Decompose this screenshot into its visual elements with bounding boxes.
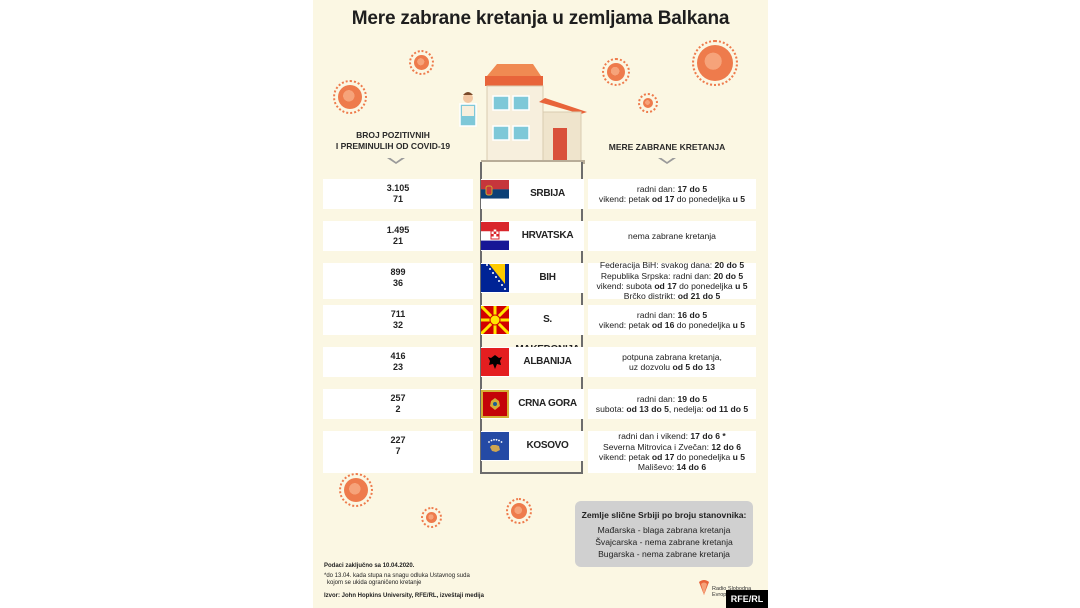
country-row: 416 23 ALBANIJA potpuna zabrana kretanja, uz… [323,347,756,377]
lockdown-measures: radni dan: 17 do 5 vikend: petak od 17 do… [588,179,756,209]
measure-line: radni dan i vikend: 17 do 6 * [618,431,726,442]
footer-source: Izvor: John Hopkins University, RFE/RL, … [324,593,484,599]
country-name: S. MAKEDONIJA [515,314,580,355]
bih-flag-icon [481,264,509,292]
serbia-flag-icon [481,180,509,208]
measure-line: radni dan: 16 do 5 [636,309,708,320]
measure-line: uz dozvolu od 5 do 13 [629,362,715,372]
footer-note: *do 13.04. kada stupa na snagu odluka Us… [324,573,470,587]
positive-count: 416 [390,351,406,361]
positive-count: 3.105 [386,183,410,193]
kosovo-flag-icon [481,432,509,460]
house-illustration [459,64,587,164]
measure-line: Brčko distrikt: od 21 do 5 [623,291,721,302]
country-name: CRNA GORA [518,398,577,409]
rse-logo-text: Radio Slobodna Evropa [712,586,752,598]
country-cell: CRNA GORA [481,389,584,419]
similar-country-item: Mađarska - blaga zabrana kretanja [597,525,731,535]
virus-icon [692,40,738,86]
infographic: Mere zabrane kretanja u zemljama Balkana… [313,0,768,608]
left-header-arrow [387,157,405,164]
croatia-flag-icon [481,222,509,250]
rferl-badge: RFE/RL [726,590,768,608]
death-count: 36 [392,278,403,288]
positive-count: 1.495 [386,225,410,235]
country-cell: KOSOVO [481,431,584,461]
lockdown-measures: potpuna zabrana kretanja, uz dozvolu od 5… [588,347,756,377]
similar-country-item: Bugarska - nema zabrane kretanja [598,549,730,559]
country-row: 227 7 KOSOVO radni dan i vikend: 17 do 6 * S… [323,431,756,473]
covid-stats: 1.495 21 [323,221,473,251]
death-count: 32 [392,320,403,330]
lockdown-measures: nema zabrane kretanja [588,221,756,251]
infographic-title: Mere zabrane kretanja u zemljama Balkana [351,8,730,29]
positive-count: 711 [390,309,406,319]
country-cell: SRBIJA [481,179,584,209]
country-row: 899 36 BIH Federacija BiH: svakog dana: 20 … [323,260,756,302]
lockdown-measures: radni dan: 19 do 5 subota: od 13 do 5, ne… [588,389,756,419]
virus-icon [506,498,532,524]
similar-countries-box: Zemlje slične Srbiji po broju stanovnika… [575,501,753,567]
measure-line: radni dan: 19 do 5 [636,393,708,404]
country-name: HRVATSKA [521,230,574,241]
country-row: 1.495 21 HRVATSKA nema zabrane kretanja [323,221,756,251]
measure-line: radni dan: 17 do 5 [636,183,708,194]
virus-icon [333,80,367,114]
country-cell: ALBANIJA [481,347,584,377]
similar-country-item: Švajcarska - nema zabrane kretanja [595,537,733,547]
country-row: 3.105 71 SRBIJA radni dan: 17 do 5 vikend: p… [323,179,756,209]
covid-stats: 227 7 [323,431,473,473]
country-name: SRBIJA [530,188,565,199]
country-row: 257 2 CRNA GORA radni dan: 19 do 5 subota: o… [323,389,756,419]
virus-icon [638,93,658,113]
covid-stats: 711 32 [323,305,473,335]
virus-icon [409,50,434,75]
measure-line: potpuna zabrana kretanja, [622,351,722,362]
country-cell: HRVATSKA [481,221,584,251]
death-count: 7 [395,446,401,456]
covid-stats: 899 36 [323,263,473,299]
country-name: BIH [539,272,556,283]
country-name: KOSOVO [526,440,569,451]
lockdown-measures: radni dan i vikend: 17 do 6 * Severna Mit… [588,431,756,473]
lockdown-measures: Federacija BiH: svakog dana: 20 do 5 Repu… [588,260,756,302]
virus-icon [421,507,442,528]
virus-icon [339,473,373,507]
measure-line: Severna Mitrovica i Zvečan: 12 do 6 [602,441,742,452]
positive-count: 257 [390,393,406,403]
measure-line: Mališevo: 14 do 6 [637,462,707,473]
measure-line: nema zabrane kretanja [628,230,716,241]
montenegro-flag-icon [481,390,509,418]
covid-stats: 416 23 [323,347,473,377]
similar-countries-title: Zemlje slične Srbiji po broju stanovnika… [581,510,747,520]
albania-flag-icon [481,348,509,376]
measure-line: vikend: subota od 17 do ponedeljka u 5 [596,281,748,291]
country-cell: S. MAKEDONIJA [481,305,584,355]
death-count: 21 [392,236,403,246]
measure-line: vikend: petak od 17 do ponedeljka u 5 [598,194,746,204]
left-column-header: BROJ POZITIVNIH I PREMINULIH OD COVID-19 [335,130,451,151]
right-column-header: MERE ZABRANE KRETANJA [608,142,726,152]
macedonia-flag-icon [481,306,509,334]
positive-count: 227 [390,435,406,445]
death-count: 23 [392,362,403,372]
measure-line: Republika Srpska: radni dan: 20 do 5 [600,270,744,281]
virus-icon [602,58,630,86]
lockdown-measures: radni dan: 16 do 5 vikend: petak od 16 do… [588,305,756,335]
death-count: 2 [395,404,401,414]
right-header-arrow [658,157,676,164]
measure-line: Federacija BiH: svakog dana: 20 do 5 [599,260,745,271]
footer-date: Podaci zaključno sa 10.04.2020. [324,563,415,569]
death-count: 71 [392,194,403,204]
measure-line: subota: od 13 do 5, nedelja: od 11 do 5 [595,404,749,414]
country-name: ALBANIJA [523,356,572,367]
measure-line: vikend: petak od 17 do ponedeljka u 5 [598,452,746,462]
rse-logo-icon [699,580,709,595]
measure-line: vikend: petak od 16 do ponedeljka u 5 [598,320,746,330]
covid-stats: 257 2 [323,389,473,419]
covid-stats: 3.105 71 [323,179,473,209]
country-cell: BIH [481,263,584,293]
positive-count: 899 [390,267,406,277]
